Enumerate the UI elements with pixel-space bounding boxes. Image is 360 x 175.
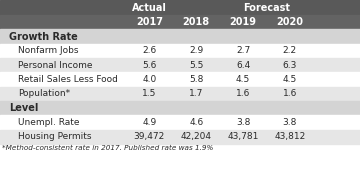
Text: Forecast: Forecast [243, 2, 290, 13]
Text: Housing Permits: Housing Permits [18, 132, 91, 141]
Text: Population*: Population* [18, 89, 70, 98]
Text: 2018: 2018 [183, 17, 210, 27]
Text: *Method-consistent rate in 2017. Published rate was 1.9%: *Method-consistent rate in 2017. Publish… [2, 145, 213, 151]
Bar [0, 15, 360, 29]
Text: 2019: 2019 [230, 17, 256, 27]
Text: 4.6: 4.6 [189, 118, 203, 127]
Text: Personal Income: Personal Income [18, 61, 93, 70]
Text: 1.5: 1.5 [142, 89, 157, 98]
Text: 39,472: 39,472 [134, 132, 165, 141]
Text: Level: Level [9, 103, 39, 113]
Text: 2.9: 2.9 [189, 46, 203, 55]
Text: 4.5: 4.5 [283, 75, 297, 84]
Bar [0, 58, 360, 72]
Bar [0, 72, 360, 87]
Text: 2017: 2017 [136, 17, 163, 27]
Text: 3.8: 3.8 [283, 118, 297, 127]
Bar [0, 0, 360, 15]
Bar [0, 44, 360, 58]
Bar [0, 87, 360, 101]
Text: 3.8: 3.8 [236, 118, 250, 127]
Text: Growth Rate: Growth Rate [9, 32, 78, 41]
Bar [0, 29, 360, 44]
Text: Unempl. Rate: Unempl. Rate [18, 118, 80, 127]
Text: 6.4: 6.4 [236, 61, 250, 70]
Text: 5.6: 5.6 [142, 61, 157, 70]
Text: 1.6: 1.6 [236, 89, 250, 98]
Text: 2.6: 2.6 [142, 46, 157, 55]
Text: 1.6: 1.6 [283, 89, 297, 98]
Bar [0, 101, 360, 115]
Bar [0, 130, 360, 144]
Text: Actual: Actual [132, 2, 167, 13]
Text: 5.5: 5.5 [189, 61, 203, 70]
Text: 4.5: 4.5 [236, 75, 250, 84]
Text: Retail Sales Less Food: Retail Sales Less Food [18, 75, 118, 84]
Text: 2.2: 2.2 [283, 46, 297, 55]
Text: 2020: 2020 [276, 17, 303, 27]
Text: 1.7: 1.7 [189, 89, 203, 98]
Text: Nonfarm Jobs: Nonfarm Jobs [18, 46, 78, 55]
Text: 43,812: 43,812 [274, 132, 305, 141]
Bar [0, 115, 360, 130]
Text: 4.0: 4.0 [142, 75, 157, 84]
Text: 43,781: 43,781 [227, 132, 259, 141]
Text: 2.7: 2.7 [236, 46, 250, 55]
Text: 42,204: 42,204 [181, 132, 212, 141]
Text: 6.3: 6.3 [283, 61, 297, 70]
Text: 4.9: 4.9 [142, 118, 157, 127]
Text: 5.8: 5.8 [189, 75, 203, 84]
